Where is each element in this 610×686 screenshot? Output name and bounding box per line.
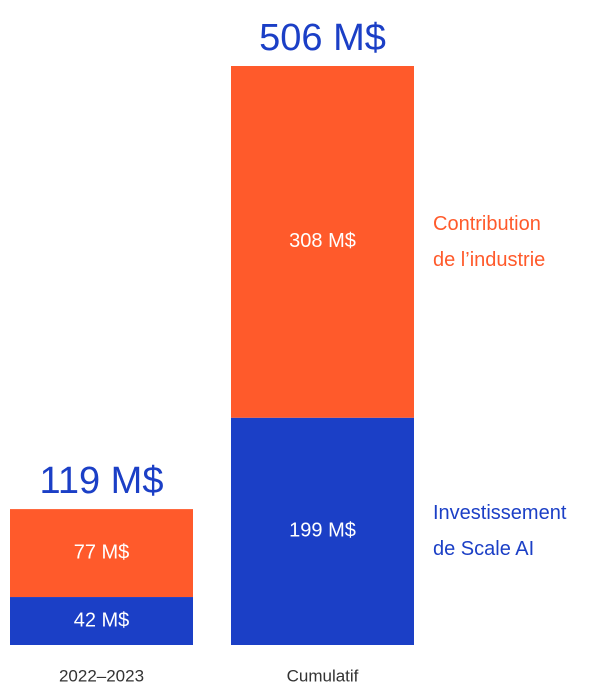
bar-segment [231,417,414,645]
value-label: 42 M$ [74,609,130,631]
x-tick-label: 2022–2023 [59,666,144,685]
total-label: 119 M$ [40,460,164,502]
value-label: 77 M$ [74,541,130,563]
legend-entry: Investissement de Scale AI [433,502,567,561]
bar-segment [231,66,414,418]
legend-entry: Contribution de l’industrie [433,212,546,271]
value-label: 308 M$ [289,230,356,252]
bar-segment [10,509,193,598]
bar-segment [10,597,193,645]
total-label: 506 M$ [259,17,386,59]
x-tick-label: Cumulatif [287,666,359,685]
value-label: 199 M$ [289,520,356,542]
